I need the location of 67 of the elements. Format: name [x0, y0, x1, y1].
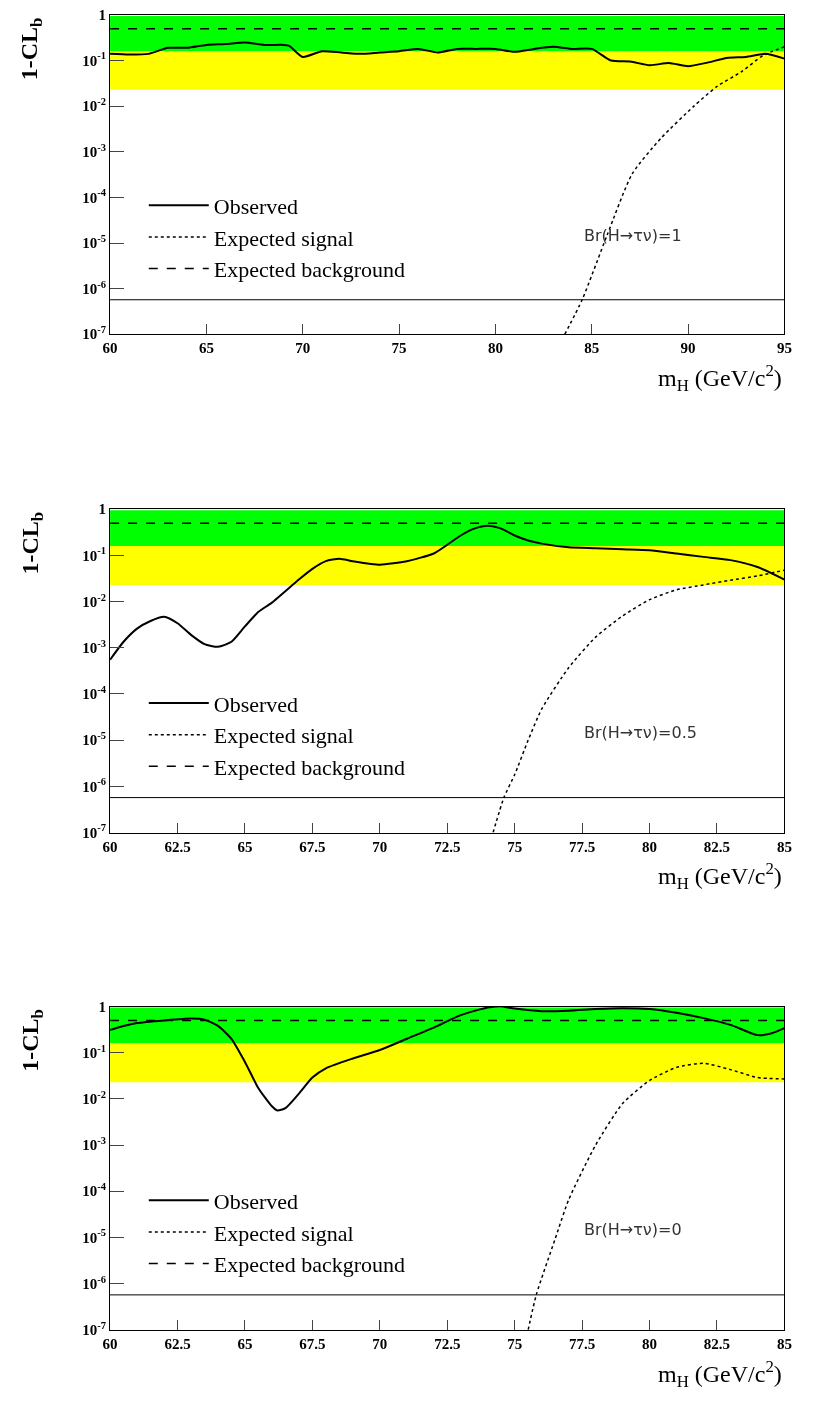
legend-label: Expected background	[213, 257, 405, 283]
legend-label: Expected background	[213, 1252, 405, 1278]
legend-label: Expected signal	[213, 723, 354, 749]
x-tick-label: 85	[776, 838, 792, 855]
x-axis-title: m$_{H}$ (GeV/c$^{2}$)	[658, 361, 782, 396]
y-tick-label: 10$^{-2}$	[82, 591, 107, 610]
legend-label: Expected signal	[213, 1220, 354, 1246]
y-tick-label: 10$^{-2}$	[82, 96, 107, 115]
x-tick-label: 82.5	[703, 838, 731, 855]
x-tick-label: 60	[102, 838, 118, 855]
y-tick-label: 10$^{-6}$	[82, 1273, 107, 1292]
x-tick-label: 70	[372, 1335, 388, 1352]
x-axis-title: m$_{H}$ (GeV/c$^{2}$)	[658, 1357, 782, 1392]
annotation: Br(H→τν)=1	[584, 226, 682, 245]
y-tick-label: 1	[98, 501, 107, 518]
x-tick-label: 95	[776, 340, 792, 357]
x-tick-label: 90	[680, 340, 696, 357]
x-tick-label: 85	[584, 340, 600, 357]
annotation: Br(H→τν)=0.5	[584, 723, 697, 742]
x-tick-label: 62.5	[164, 838, 191, 855]
y-tick-label: 10$^{-6}$	[82, 278, 107, 297]
y-tick-label: 10$^{-1}$	[82, 1042, 107, 1061]
x-tick-label: 77.5	[569, 1335, 596, 1352]
x-tick-label: 80	[487, 340, 503, 357]
x-tick-label: 77.5	[569, 838, 596, 855]
annotation: Br(H→τν)=0	[584, 1220, 682, 1239]
x-tick-label: 85	[776, 1335, 792, 1352]
y-tick-label: 10$^{-3}$	[82, 1135, 107, 1154]
y-tick-label: 10$^{-5}$	[82, 232, 107, 252]
x-tick-label: 72.5	[434, 838, 461, 855]
x-tick-label: 65	[237, 838, 253, 855]
x-tick-label: 70	[372, 838, 388, 855]
y-tick-label: 10$^{-5}$	[82, 730, 107, 749]
x-tick-label: 80	[642, 838, 658, 855]
y-tick-label: 10$^{-2}$	[82, 1088, 107, 1108]
x-tick-label: 75	[507, 838, 523, 855]
x-tick-label: 82.5	[703, 1335, 731, 1352]
x-axis-title: m$_{H}$ (GeV/c$^{2}$)	[658, 859, 782, 894]
x-tick-label: 65	[198, 340, 214, 357]
x-tick-label: 60	[102, 340, 118, 357]
x-tick-label: 67.5	[299, 1335, 326, 1352]
x-tick-label: 67.5	[299, 838, 326, 855]
x-tick-label: 65	[237, 1335, 253, 1352]
y-tick-label: 10$^{-3}$	[82, 637, 107, 657]
x-tick-label: 75	[507, 1335, 523, 1352]
y-tick-label: 10$^{-4}$	[82, 1181, 107, 1200]
x-tick-label: 75	[391, 340, 407, 357]
x-tick-label: 70	[295, 340, 311, 357]
y-tick-label: 10$^{-4}$	[82, 683, 107, 703]
x-tick-label: 72.5	[434, 1335, 461, 1352]
legend-label: Expected background	[213, 754, 405, 780]
legend-label: Observed	[213, 1188, 299, 1214]
x-tick-label: 80	[642, 1335, 658, 1352]
y-tick-label: 10$^{-7}$	[82, 822, 107, 841]
y-tick-label: 10$^{-7}$	[82, 324, 107, 343]
y-tick-label: 10$^{-5}$	[82, 1227, 107, 1246]
y-tick-label: 1	[98, 998, 107, 1015]
x-tick-label: 62.5	[164, 1335, 191, 1352]
y-tick-label: 10$^{-1}$	[82, 50, 107, 69]
legend-label: Expected signal	[213, 225, 354, 251]
y-tick-label: 10$^{-1}$	[82, 545, 107, 564]
y-tick-label: 10$^{-4}$	[82, 187, 107, 206]
y-tick-label: 10$^{-3}$	[82, 141, 107, 161]
y-tick-label: 1	[98, 7, 107, 24]
legend-label: Observed	[213, 193, 299, 219]
y-tick-label: 10$^{-6}$	[82, 776, 107, 795]
legend-label: Observed	[213, 691, 299, 717]
